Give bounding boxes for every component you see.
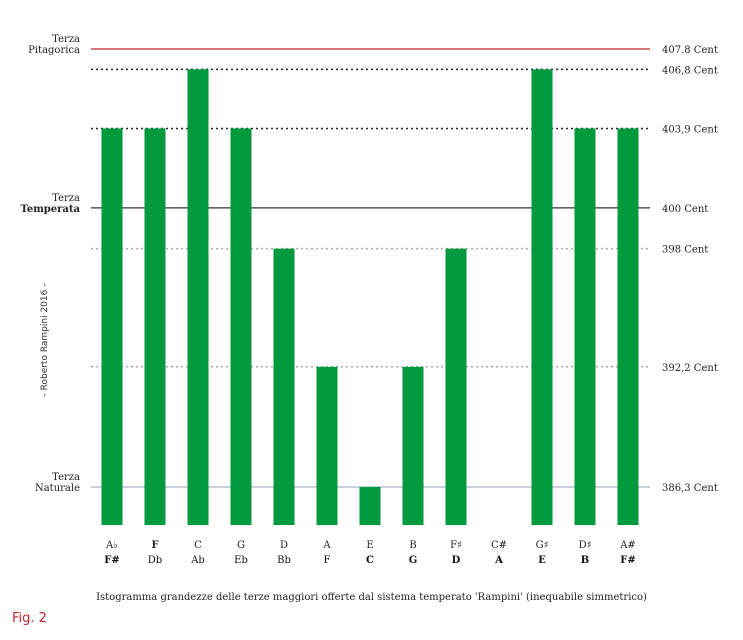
bar (316, 366, 338, 525)
reference-name-label: Terza (52, 193, 80, 204)
bar (531, 69, 553, 525)
bar (445, 248, 467, 525)
tick-label-top: B (409, 540, 416, 551)
tick-label-top: A# (619, 540, 636, 551)
reference-name-label: Terza (52, 34, 80, 45)
tick-label-bottom: E (538, 555, 546, 566)
tick-label-bottom: F (324, 555, 331, 566)
tick-label-top: D (280, 540, 288, 551)
reference-name-label: Terza (52, 472, 80, 483)
reference-name-label: Naturale (35, 483, 80, 494)
tick-label-top: F♯ (450, 540, 462, 551)
tick-label-bottom: D (452, 555, 461, 566)
tick-label-bottom: Ab (190, 555, 205, 566)
tick-label-bottom: A (494, 555, 503, 566)
tick-label-bottom: Bb (277, 555, 291, 566)
tick-label-bottom: G (409, 555, 418, 566)
bar (187, 69, 209, 525)
bar (144, 128, 166, 525)
chart-caption: Istogramma grandezze delle terze maggior… (96, 592, 647, 603)
bar (101, 128, 123, 525)
tick-label-bottom: F# (104, 555, 119, 566)
bar (359, 487, 381, 525)
reference-value-label: 407.8 Cent (662, 45, 718, 56)
reference-value-label: 400 Cent (662, 204, 708, 215)
tick-label-top: F (151, 540, 158, 551)
tick-label-top: A♭ (105, 540, 118, 551)
tick-label-top: G♯ (536, 540, 549, 551)
reference-name-label: Pitagorica (28, 45, 80, 56)
bar (617, 128, 639, 525)
tick-label-bottom: Eb (234, 555, 248, 566)
bar (574, 128, 596, 525)
reference-value-label: 386,3 Cent (662, 483, 718, 494)
tick-label-top: C (194, 540, 202, 551)
reference-value-label: 406,8 Cent (662, 65, 718, 76)
tick-label-top: A (322, 540, 331, 551)
tick-label-bottom: Db (148, 555, 162, 566)
tick-label-bottom: C (366, 555, 374, 566)
tick-label-top: D♯ (579, 540, 592, 551)
author-note: - Roberto Rampini 2016 - (40, 283, 50, 397)
figure-label: Fig. 2 (12, 611, 47, 626)
bars (101, 69, 639, 525)
tick-label-bottom: F# (620, 555, 635, 566)
reference-value-label: 392,2 Cent (662, 363, 718, 374)
tick-label-top: C# (491, 540, 507, 551)
bar (273, 248, 295, 525)
reference-value-label: 398 Cent (662, 245, 708, 256)
tick-label-top: G (237, 540, 245, 551)
reference-value-label: 403,9 Cent (662, 124, 718, 135)
bar (402, 366, 424, 525)
reference-name-label: Temperata (21, 204, 81, 215)
bar (230, 128, 252, 525)
tick-label-bottom: B (581, 555, 589, 566)
tick-label-top: E (366, 540, 373, 551)
